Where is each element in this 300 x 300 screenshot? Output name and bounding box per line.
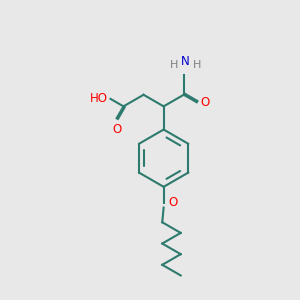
Text: H: H xyxy=(170,60,178,70)
Text: N: N xyxy=(181,55,190,68)
Text: H: H xyxy=(192,60,201,70)
Text: O: O xyxy=(201,96,210,109)
Text: O: O xyxy=(112,123,121,136)
Text: HO: HO xyxy=(90,92,108,105)
Text: O: O xyxy=(169,196,178,209)
